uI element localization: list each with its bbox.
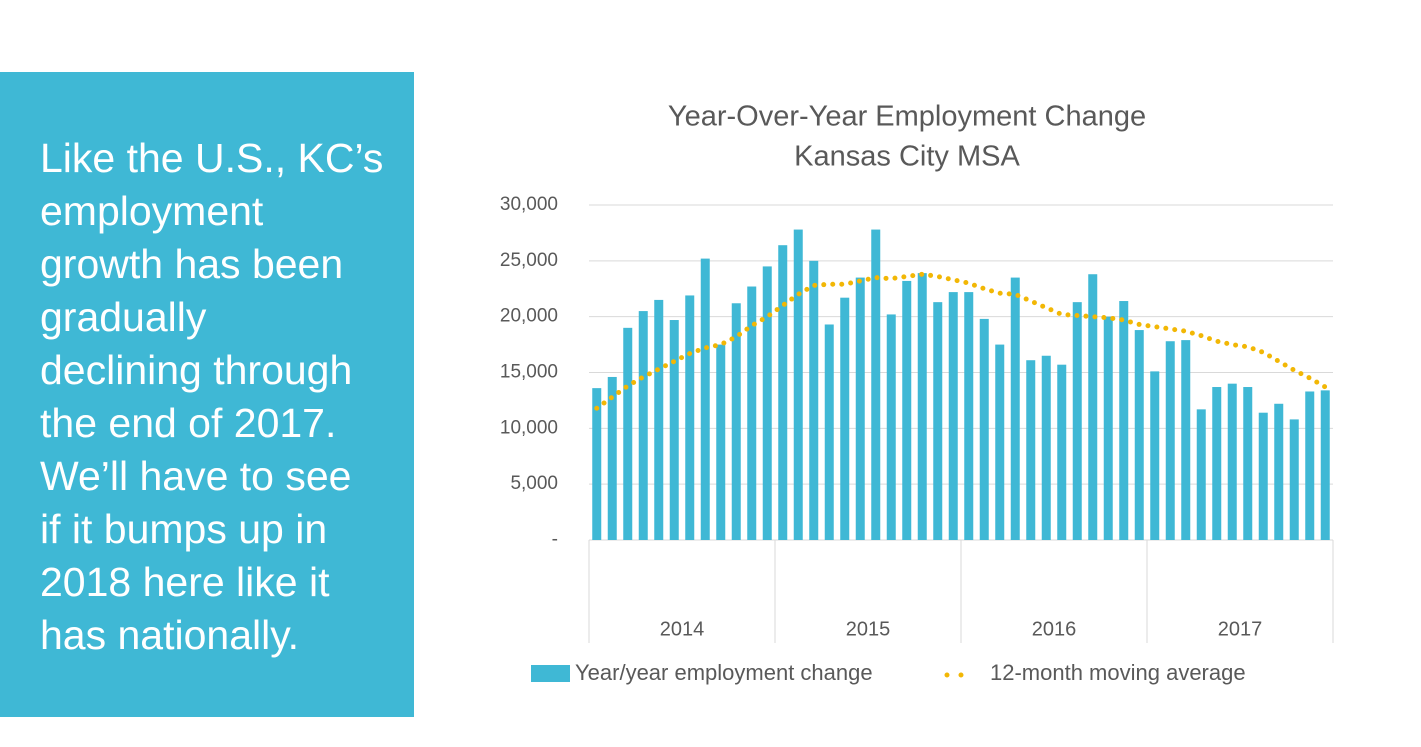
- y-tick-label: 10,000: [500, 417, 558, 438]
- bar: [1103, 316, 1113, 540]
- bar: [964, 292, 974, 540]
- bar: [654, 299, 664, 540]
- panel-text-line: if it bumps up in: [40, 506, 328, 552]
- y-tick-label: 5,000: [510, 473, 558, 494]
- bar: [1320, 390, 1330, 540]
- y-tick-label: 25,000: [500, 250, 558, 271]
- x-group-label: 2017: [1218, 618, 1263, 640]
- bar: [809, 260, 819, 540]
- panel-text-line: growth has been: [40, 241, 344, 287]
- bar: [1134, 330, 1144, 540]
- bar: [762, 266, 772, 540]
- bar: [1227, 383, 1237, 540]
- bar: [685, 295, 695, 540]
- panel-text-line: We’ll have to see: [40, 453, 352, 499]
- bar: [917, 273, 927, 540]
- bar: [700, 258, 710, 540]
- bar: [1289, 419, 1299, 540]
- panel-text-line: declining through: [40, 347, 353, 393]
- bar: [1119, 301, 1129, 540]
- bar: [716, 344, 726, 540]
- bar: [886, 314, 896, 540]
- bar: [1165, 341, 1175, 540]
- panel-text-line: employment: [40, 188, 264, 234]
- bar: [1212, 387, 1222, 540]
- y-tick-label: 20,000: [500, 306, 558, 327]
- x-group-label: 2014: [660, 618, 705, 640]
- bar: [948, 292, 958, 540]
- bar: [1010, 277, 1020, 540]
- chart-title: Year-Over-Year Employment Change: [668, 101, 1146, 133]
- x-group-label: 2016: [1032, 618, 1077, 640]
- panel-text-line: the end of 2017.: [40, 400, 337, 446]
- bar: [1088, 274, 1098, 540]
- y-tick-label: 30,000: [500, 194, 558, 215]
- panel-text-line: 2018 here like it: [40, 559, 330, 605]
- bar: [979, 318, 989, 540]
- bar: [778, 245, 788, 540]
- text-panel: Like the U.S., KC’s employment growth has …: [0, 72, 414, 717]
- legend-label: 12-month moving average: [990, 660, 1246, 685]
- chart-subtitle: Kansas City MSA: [794, 141, 1020, 173]
- bar: [824, 324, 834, 540]
- bar: [592, 388, 602, 540]
- bar: [607, 376, 617, 540]
- bar: [1243, 387, 1253, 540]
- bar: [1258, 412, 1268, 540]
- y-tick-label: 15,000: [500, 362, 558, 383]
- legend-label: Year/year employment change: [575, 660, 873, 685]
- y-tick-label: -: [552, 529, 558, 550]
- bar: [1274, 403, 1284, 540]
- bar: [623, 327, 633, 540]
- bar: [1196, 409, 1206, 540]
- bar: [871, 229, 881, 541]
- legend-swatch: [531, 665, 570, 682]
- x-group-label: 2015: [846, 618, 891, 640]
- bar: [1150, 371, 1160, 540]
- bar: [1057, 364, 1067, 540]
- bar: [933, 302, 943, 540]
- bar: [1041, 355, 1051, 540]
- panel-text-line: has nationally.: [40, 612, 300, 658]
- bar: [669, 320, 679, 540]
- bar: [995, 344, 1005, 540]
- bar: [1072, 302, 1082, 540]
- bar: [747, 286, 757, 540]
- bar: [1181, 340, 1191, 540]
- bar: [731, 303, 741, 540]
- bar: [793, 229, 803, 541]
- panel-text-line: Like the U.S., KC’s: [40, 135, 384, 181]
- bar: [638, 311, 648, 540]
- bar: [902, 280, 912, 540]
- bar: [1305, 391, 1315, 540]
- panel-text-line: gradually: [40, 294, 207, 340]
- bar: [840, 297, 850, 540]
- bar: [855, 277, 865, 540]
- bar: [1026, 360, 1036, 540]
